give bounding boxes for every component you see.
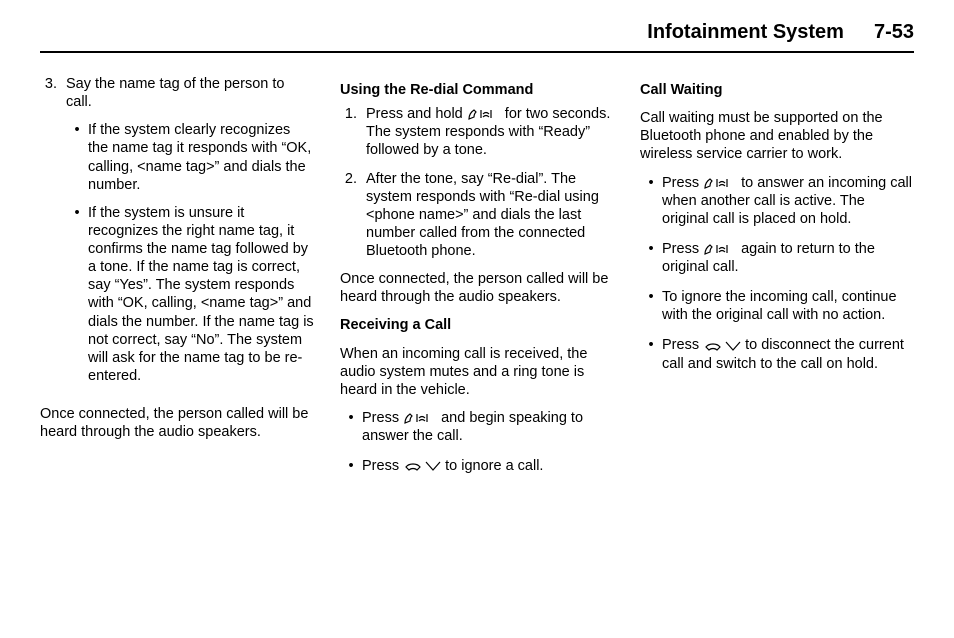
step-number: 2. [340, 170, 366, 261]
sub-bullet: • If the system is unsure it recognizes … [66, 204, 314, 385]
intro-paragraph: When an incoming call is received, the a… [340, 345, 614, 399]
numbered-step: 3. Say the name tag of the person to cal… [40, 75, 314, 395]
bullet-icon: • [640, 336, 662, 372]
bullet-text-part: to ignore a call. [441, 458, 543, 474]
bullet-item: • Press to ignore a call. [340, 457, 614, 475]
bullet-item: • Press and begin speaking to answer the… [340, 409, 614, 445]
numbered-step: 1. Press and hold for two seconds. The s… [340, 105, 614, 159]
subsection-heading: Call Waiting [640, 81, 914, 99]
page-number: 7-53 [874, 20, 914, 45]
bullet-text-part: Press [362, 410, 403, 426]
bullet-icon: • [340, 457, 362, 475]
bullet-text-part: Press [362, 458, 403, 474]
page-header: Infotainment System 7-53 [40, 20, 914, 53]
bullet-icon: • [640, 240, 662, 276]
step-body: Press and hold for two seconds. The syst… [366, 105, 614, 159]
bullet-text-part: Press [662, 337, 703, 353]
bullet-item: • Press again to return to the original … [640, 240, 914, 276]
step-body: Say the name tag of the person to call. … [66, 75, 314, 395]
phone-talk-icon [703, 176, 737, 190]
closing-paragraph: Once connected, the person called will b… [40, 405, 314, 441]
bullet-icon: • [640, 174, 662, 228]
section-title: Infotainment System [647, 20, 844, 45]
numbered-step: 2. After the tone, say “Re-dial”. The sy… [340, 170, 614, 261]
bullet-body: Press to answer an incoming call when an… [662, 174, 914, 228]
column-1: 3. Say the name tag of the person to cal… [40, 75, 314, 487]
closing-paragraph: Once connected, the person called will b… [340, 270, 614, 306]
intro-paragraph: Call waiting must be supported on the Bl… [640, 109, 914, 163]
bullet-text-part: Press [662, 241, 703, 257]
hangup-icon [403, 459, 441, 473]
subsection-heading: Using the Re-dial Command [340, 81, 614, 99]
subsection-heading: Receiving a Call [340, 316, 614, 334]
step-text: Say the name tag of the person to call. [66, 76, 284, 110]
step-text: After the tone, say “Re-dial”. The syste… [366, 170, 614, 261]
bullet-body: Press to ignore a call. [362, 457, 614, 475]
bullet-text: If the system is unsure it recognizes th… [88, 204, 314, 385]
step-text-part: Press and hold [366, 106, 467, 122]
column-2: Using the Re-dial Command 1. Press and h… [340, 75, 614, 487]
bullet-icon: • [640, 288, 662, 324]
phone-talk-icon [703, 242, 737, 256]
sub-bullet: • If the system clearly recognizes the n… [66, 121, 314, 194]
bullet-item: • Press to disconnect the current call a… [640, 336, 914, 372]
phone-talk-icon [467, 107, 501, 121]
bullet-body: Press to disconnect the current call and… [662, 336, 914, 372]
bullet-item: • To ignore the incoming call, continue … [640, 288, 914, 324]
bullet-body: Press and begin speaking to answer the c… [362, 409, 614, 445]
step-number: 3. [40, 75, 66, 395]
hangup-icon [703, 339, 741, 353]
bullet-icon: • [66, 121, 88, 194]
bullet-icon: • [340, 409, 362, 445]
content-columns: 3. Say the name tag of the person to cal… [40, 75, 914, 487]
bullet-text: If the system clearly recognizes the nam… [88, 121, 314, 194]
step-number: 1. [340, 105, 366, 159]
bullet-text-part: Press [662, 175, 703, 191]
bullet-body: Press again to return to the original ca… [662, 240, 914, 276]
column-3: Call Waiting Call waiting must be suppor… [640, 75, 914, 487]
phone-talk-icon [403, 411, 437, 425]
bullet-item: • Press to answer an incoming call when … [640, 174, 914, 228]
bullet-icon: • [66, 204, 88, 385]
bullet-text: To ignore the incoming call, continue wi… [662, 288, 914, 324]
